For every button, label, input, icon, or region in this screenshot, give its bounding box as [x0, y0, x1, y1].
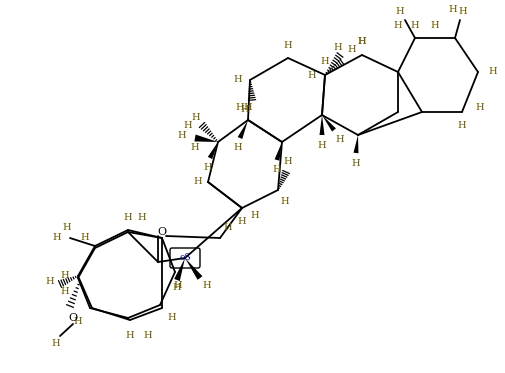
Text: H: H [123, 213, 132, 223]
Text: O: O [157, 227, 166, 237]
Text: H: H [475, 103, 483, 113]
Text: H: H [458, 7, 467, 16]
Text: H: H [393, 21, 401, 29]
Polygon shape [174, 258, 185, 281]
Polygon shape [353, 135, 358, 153]
Text: H: H [347, 46, 356, 54]
Text: H: H [143, 330, 152, 339]
Text: H: H [203, 282, 211, 291]
Text: H: H [125, 330, 134, 339]
Text: H: H [61, 288, 69, 297]
Polygon shape [319, 115, 324, 135]
Text: H: H [317, 141, 326, 150]
Text: H: H [307, 70, 316, 79]
Text: H: H [80, 233, 89, 242]
Text: H: H [351, 159, 360, 167]
Text: H: H [235, 103, 244, 113]
Polygon shape [274, 142, 281, 161]
Text: H: H [240, 106, 249, 115]
Polygon shape [208, 142, 218, 159]
Text: H: H [204, 163, 212, 172]
Text: H: H [233, 75, 242, 85]
Text: H: H [272, 166, 281, 175]
Text: H: H [74, 317, 82, 326]
Text: H: H [448, 6, 457, 15]
Text: H: H [172, 283, 181, 292]
Text: O: O [68, 313, 77, 323]
Text: H: H [177, 131, 186, 140]
Text: oS: oS [179, 254, 190, 263]
Text: H: H [395, 7, 403, 16]
Text: H: H [335, 135, 343, 144]
Text: H: H [357, 38, 366, 47]
Text: H: H [283, 41, 292, 50]
Text: H: H [233, 144, 242, 153]
Text: H: H [137, 213, 146, 223]
Text: H: H [333, 43, 342, 51]
Text: H: H [45, 276, 54, 285]
Text: H: H [61, 272, 69, 280]
Text: H: H [52, 339, 60, 348]
Text: H: H [430, 21, 438, 29]
Text: H: H [488, 68, 496, 76]
Text: H: H [410, 21, 419, 29]
Polygon shape [237, 120, 247, 139]
Text: H: H [250, 210, 259, 219]
Text: H: H [167, 313, 176, 323]
Text: H: H [193, 178, 202, 186]
Text: H: H [243, 103, 252, 113]
Text: H: H [53, 233, 61, 242]
Text: H: H [63, 223, 71, 232]
Text: H: H [183, 120, 192, 129]
Polygon shape [185, 258, 202, 280]
Polygon shape [321, 115, 335, 132]
Text: H: H [280, 197, 289, 207]
Text: H: H [320, 57, 329, 66]
Text: H: H [191, 113, 200, 122]
Polygon shape [194, 135, 218, 142]
FancyBboxPatch shape [170, 248, 199, 268]
Text: H: H [190, 144, 199, 153]
Text: H: H [223, 223, 232, 232]
Text: H: H [283, 157, 292, 166]
Text: H: H [173, 280, 182, 289]
Text: H: H [357, 38, 366, 47]
Text: H: H [457, 120, 466, 129]
Text: H: H [237, 217, 246, 226]
